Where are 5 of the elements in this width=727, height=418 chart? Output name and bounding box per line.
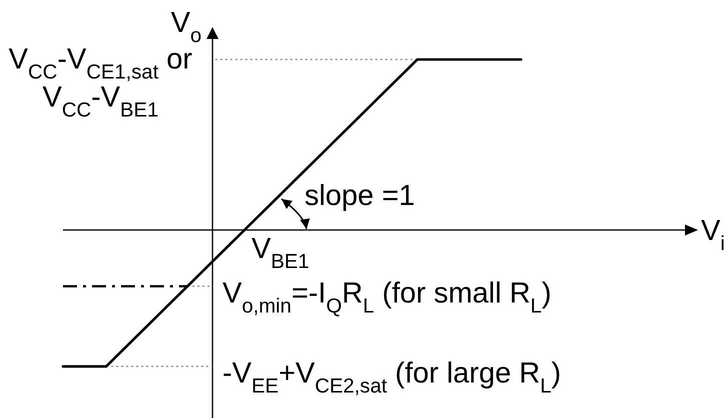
ref-line-label: -V$_{EE}$+V$_{CE2,sat}$ (for large R$_{L}$) [222,357,562,398]
annotation: slope =1 [304,180,415,212]
text: V$_{i}$ [701,215,725,255]
text: V$_{o,min}$=-I$_{Q}$R$_{L}$ (for small R$_{L}$) [222,277,552,318]
annotation: V$_{BE1}$ [251,233,310,273]
